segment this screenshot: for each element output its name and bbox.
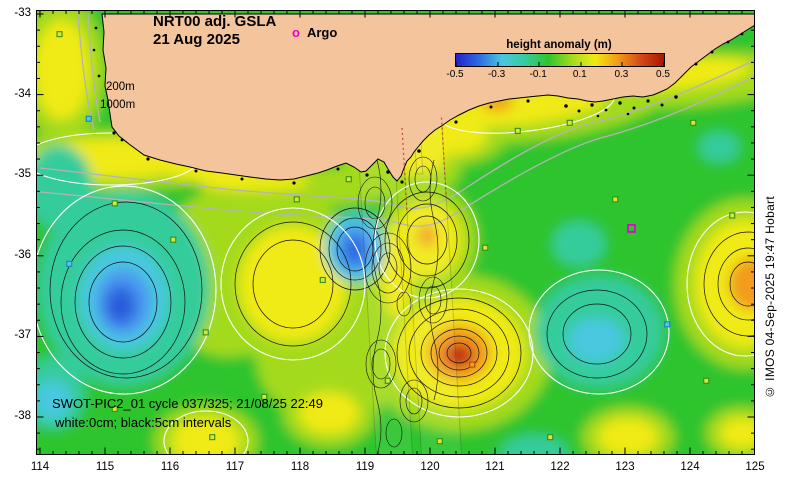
argo-float-marker	[612, 196, 619, 203]
argo-float-marker-highlight	[627, 223, 636, 233]
x-tick-label: 125	[745, 461, 765, 473]
colorbar-tick	[538, 62, 540, 66]
imos-credit: © IMOS 04-Sep-2025 19:47 Hobart	[763, 196, 777, 399]
y-tick-label: -38	[14, 410, 31, 422]
colorbar-tick-label: 0.3	[614, 69, 629, 80]
colorbar-tick-label: -0.5	[446, 69, 464, 80]
swot-annotation-line1: SWOT-PIC2_01 cycle 037/325; 21/08/25 22:…	[52, 396, 324, 411]
colorbar-title: height anomaly (m)	[506, 39, 612, 51]
argo-float-marker	[261, 393, 268, 400]
x-tick-label: 122	[550, 461, 570, 473]
y-axis-labels: -33 -34 -35 -36 -37 -38	[0, 7, 33, 455]
y-tick-label: -35	[14, 168, 31, 181]
x-tick-label: 116	[160, 461, 180, 473]
argo-float-markers	[56, 31, 736, 445]
y-tick-label: -36	[14, 248, 31, 261]
argo-float-marker	[664, 321, 671, 328]
argo-float-marker	[566, 119, 573, 126]
x-tick-label: 124	[680, 461, 700, 473]
x-tick-label: 118	[290, 461, 310, 473]
argo-float-marker	[384, 377, 391, 384]
colorbar-tick	[455, 62, 457, 66]
colorbar-tick-labels: -0.5 -0.3 -0.1 0.1 0.3 0.5	[446, 69, 670, 81]
colorbar-tick	[663, 62, 665, 66]
x-tick-label: 121	[485, 461, 505, 473]
coastal-islands	[92, 26, 744, 185]
colorbar-tick-label: 0.5	[656, 69, 670, 80]
argo-float-marker	[469, 361, 476, 368]
argo-legend: o Argo	[292, 25, 337, 40]
argo-legend-label: Argo	[306, 25, 338, 40]
bathy-1000m-line	[39, 75, 755, 227]
map-date: 21 Aug 2025	[153, 31, 240, 48]
colorbar-tick	[497, 62, 499, 66]
colorbar-tick	[621, 62, 623, 66]
argo-float-marker	[729, 212, 736, 219]
y-tick-label: -37	[14, 329, 31, 342]
argo-float-marker	[202, 329, 209, 336]
argo-float-marker	[690, 119, 697, 126]
argo-legend-symbol: o	[292, 25, 300, 40]
swot-swath-edge-marks	[401, 117, 447, 210]
argo-float-marker	[482, 244, 489, 251]
argo-float-marker	[514, 127, 521, 134]
colorbar-tick-label: 0.1	[572, 69, 587, 80]
argo-float-marker	[170, 236, 177, 243]
argo-float-marker	[111, 200, 118, 207]
argo-float-marker	[85, 115, 92, 122]
x-tick-label: 120	[420, 461, 440, 473]
argo-float-marker	[209, 434, 216, 441]
x-tick-label: 114	[30, 461, 50, 473]
x-tick-label: 119	[355, 461, 375, 473]
x-axis-labels: 114 115 116 117 118 119 120 121 122 123 124 125	[0, 461, 791, 477]
x-tick-label: 117	[225, 461, 245, 473]
colorbar-tick	[580, 62, 582, 66]
swath-contour-detail	[357, 156, 448, 455]
colorbar	[455, 53, 665, 67]
argo-float-marker	[345, 176, 352, 183]
colorbar-tick-label: -0.1	[529, 69, 547, 80]
bathy-west-shelf-line	[87, 13, 101, 123]
bathy-label-200m: 200m	[106, 81, 135, 93]
axis-ticks	[36, 10, 755, 455]
argo-float-marker	[436, 438, 443, 445]
argo-float-marker	[66, 260, 73, 267]
map-title: NRT00 adj. GSLA	[153, 13, 277, 30]
argo-float-marker	[293, 196, 300, 203]
swot-annotation-line2: white:0cm; black:5cm intervals	[55, 415, 232, 430]
y-tick-label: -34	[14, 87, 31, 100]
colorbar-tick-label: -0.3	[487, 69, 506, 80]
argo-float-marker	[111, 405, 118, 412]
plot-frame	[36, 10, 755, 455]
argo-float-marker	[319, 276, 326, 284]
argo-float-marker	[547, 434, 554, 441]
argo-float-marker	[56, 31, 63, 38]
x-tick-label: 115	[95, 461, 115, 473]
argo-float-marker	[703, 377, 710, 384]
x-tick-label: 123	[615, 461, 635, 473]
y-tick-label: -33	[14, 7, 31, 19]
bathy-label-1000m: 1000m	[100, 99, 136, 111]
map-canvas	[36, 10, 755, 455]
